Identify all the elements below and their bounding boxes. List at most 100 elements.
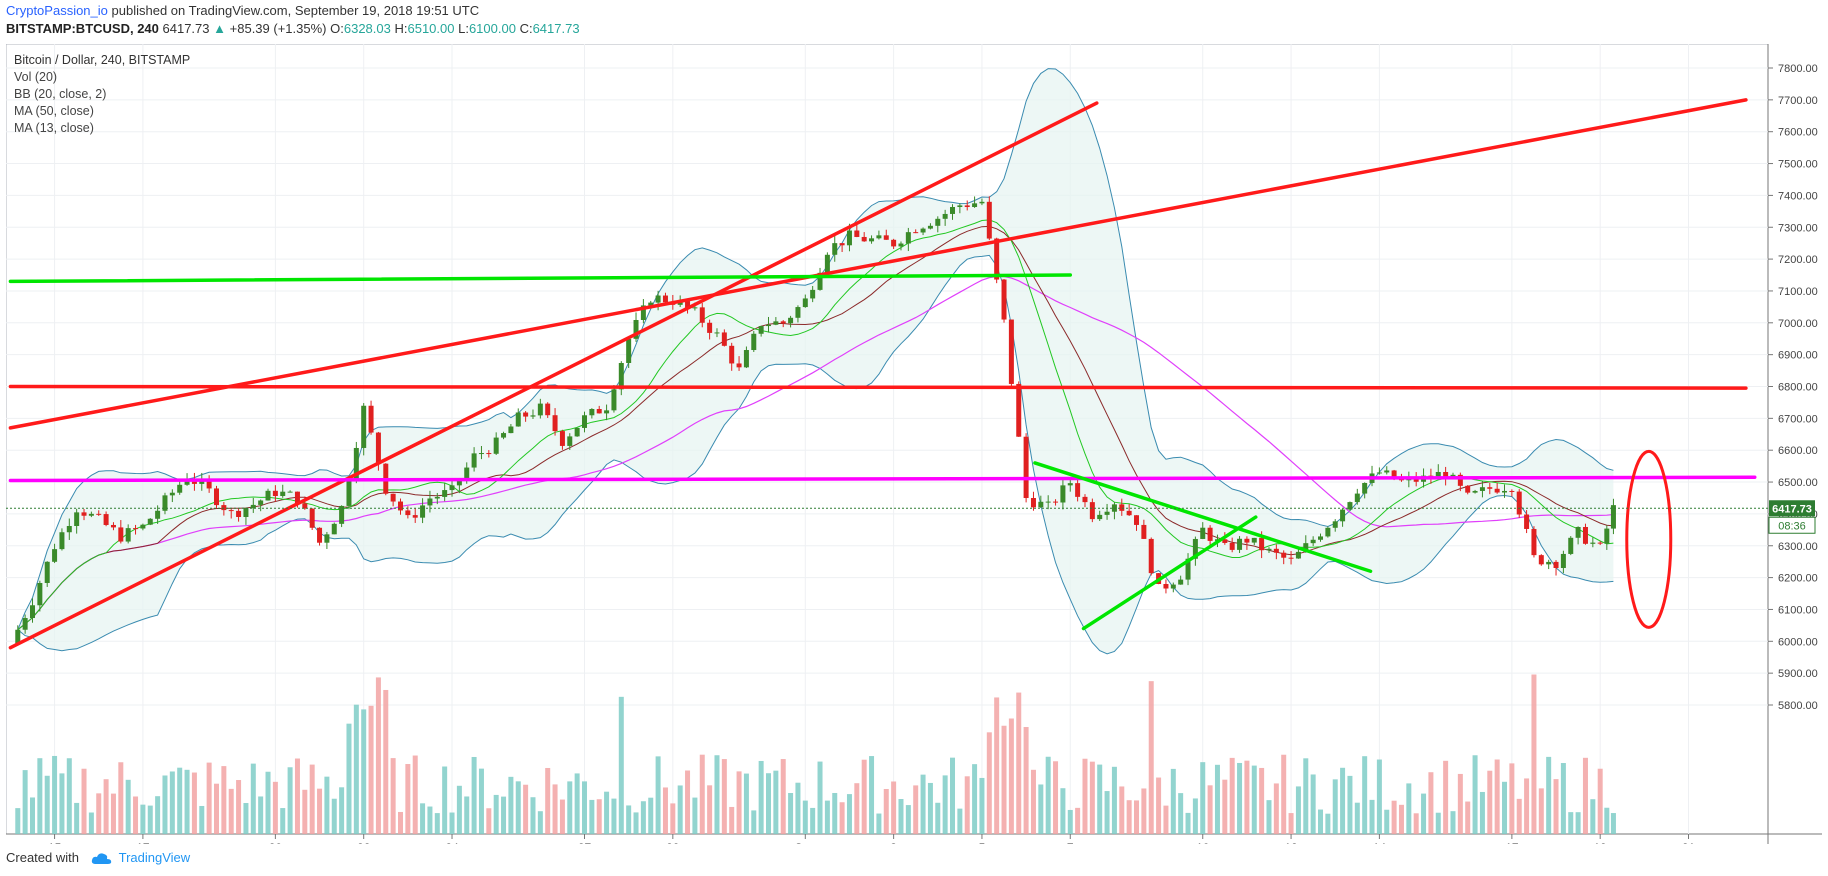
volume-bar — [758, 760, 764, 834]
ma50-line — [17, 275, 1614, 631]
volume-bar — [1119, 786, 1125, 834]
y-tick-label: 7400.00 — [1778, 190, 1818, 202]
volume-bar — [478, 768, 484, 834]
candle-body — [199, 480, 205, 484]
volume-bar — [1428, 772, 1434, 834]
candle-body — [96, 513, 102, 515]
volume-bar — [567, 781, 573, 834]
candle-body — [1119, 504, 1125, 511]
volume-bar — [1604, 807, 1610, 834]
y-tick-label: 7000.00 — [1778, 318, 1818, 330]
study-legend: Bitcoin / Dollar, 240, BITSTAMP Vol (20)… — [14, 52, 190, 137]
volume-bar — [979, 777, 985, 834]
volume-bar — [832, 792, 838, 834]
candle-body — [795, 307, 801, 318]
candle-body — [1038, 501, 1044, 508]
candle-body — [456, 480, 462, 486]
low-value: 6100.00 — [468, 21, 516, 36]
candle-body — [1538, 555, 1544, 565]
candle-body — [375, 432, 381, 464]
trendline[interactable] — [8, 475, 1757, 483]
candle-body — [699, 307, 705, 323]
candle-body — [206, 480, 212, 489]
candle-body — [1016, 383, 1022, 437]
volume-bar — [317, 788, 323, 834]
trendline[interactable] — [1081, 515, 1258, 631]
highlight-ellipse[interactable] — [1625, 449, 1673, 629]
volume-bar — [640, 801, 646, 834]
y-tick-label: 7100.00 — [1778, 286, 1818, 298]
volume-bar — [1472, 755, 1478, 834]
x-tick-label: 24 — [445, 841, 459, 844]
candle-body — [1141, 524, 1147, 539]
legend-study-bb[interactable]: BB (20, close, 2) — [14, 87, 107, 101]
candle-body — [1067, 483, 1073, 486]
candle-body — [1045, 501, 1051, 503]
volume-bar — [846, 794, 852, 834]
volume-bar — [1575, 812, 1581, 834]
volume-bar — [1104, 791, 1110, 834]
volume-bar — [1494, 759, 1500, 834]
volume-bar — [655, 756, 661, 834]
candle-body — [508, 426, 514, 434]
trendline[interactable] — [1033, 461, 1373, 573]
volume-bar — [493, 794, 499, 834]
trendline[interactable] — [8, 273, 1073, 284]
candle-body — [1030, 498, 1036, 508]
volume-bar — [1251, 765, 1257, 834]
volume-bar — [236, 780, 242, 834]
x-tick-label: 17 — [1505, 841, 1519, 844]
volume-bar — [1023, 727, 1029, 834]
price-chart[interactable]: 5800.00 5900.00 6000.00 6100.00 6200.00 6300.… — [6, 44, 1822, 844]
volume-bar — [44, 775, 50, 834]
volume-bar — [199, 805, 205, 834]
candle-body — [59, 532, 65, 550]
candle-body — [1053, 501, 1059, 503]
legend-study-vol[interactable]: Vol (20) — [14, 70, 58, 84]
volume-bar — [788, 793, 794, 834]
legend-study-ma50[interactable]: MA (50, close) — [14, 104, 94, 118]
candle-body — [1089, 502, 1095, 520]
tradingview-brand[interactable]: TradingView — [118, 850, 191, 865]
high-value: 6510.00 — [407, 21, 455, 36]
price-change: +85.39 (+1.35%) — [229, 21, 327, 36]
candle-body — [883, 235, 889, 240]
volume-bar — [1038, 784, 1044, 834]
legend-study-ma13[interactable]: MA (13, close) — [14, 121, 94, 135]
candle-body — [15, 629, 21, 645]
candle-body — [898, 243, 904, 247]
volume-bar — [1318, 809, 1324, 834]
candle-body — [37, 582, 43, 606]
volume-bar — [1531, 674, 1537, 834]
volume-bar — [22, 770, 28, 834]
trendline[interactable] — [8, 101, 1099, 650]
candle-body — [729, 345, 735, 364]
chart-area[interactable]: 5800.00 5900.00 6000.00 6100.00 6200.00 6300.… — [6, 44, 1822, 844]
candle-body — [1251, 537, 1257, 543]
low-label: L: — [458, 21, 469, 36]
volume-bar — [29, 797, 35, 834]
bollinger-band-fill — [17, 68, 1614, 654]
last-price: 6417.73 — [162, 21, 210, 36]
candle-body — [81, 512, 87, 516]
volume-bar — [1111, 766, 1117, 834]
trendline[interactable] — [8, 98, 1748, 430]
candle-body — [869, 238, 875, 242]
candle-body — [979, 201, 985, 204]
author-link[interactable]: CryptoPassion_io — [6, 3, 108, 18]
candle-body — [397, 501, 403, 511]
volume-bar — [456, 785, 462, 834]
candle-body — [626, 338, 632, 363]
candle-body — [1391, 470, 1397, 480]
candle-body — [133, 528, 139, 530]
volume-bar — [766, 773, 772, 834]
volume-bar — [1590, 799, 1596, 834]
candle-body — [986, 201, 992, 239]
trendline[interactable] — [8, 384, 1748, 390]
volume-bar — [920, 774, 926, 834]
chart-header: CryptoPassion_io published on TradingVie… — [6, 2, 1816, 42]
volume-bar — [110, 793, 116, 834]
volume-bar — [464, 796, 470, 834]
candle-body — [1134, 515, 1140, 525]
volume-bar — [824, 800, 830, 834]
